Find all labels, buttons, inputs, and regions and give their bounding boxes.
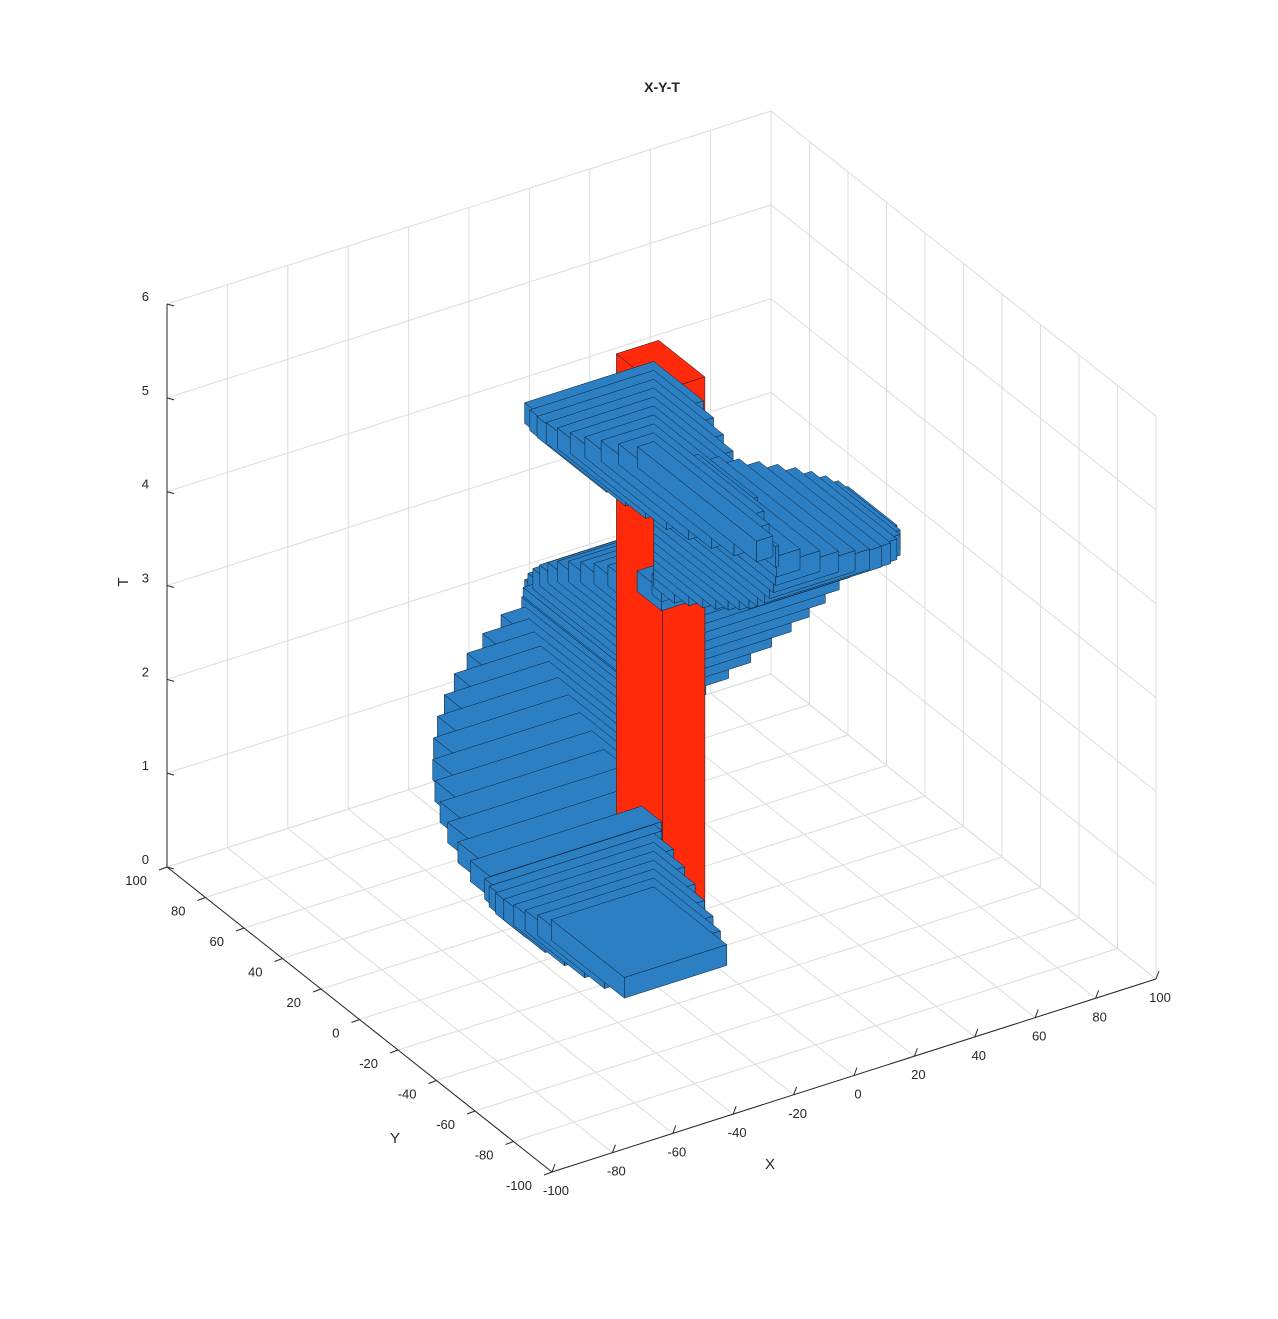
grid-line xyxy=(166,298,772,493)
z-tick-label: 6 xyxy=(142,289,149,304)
y-axis-label: Y xyxy=(390,1130,400,1147)
y-tick-label: -80 xyxy=(475,1148,494,1163)
x-tick-mark xyxy=(732,1105,737,1115)
x-tick-label: 80 xyxy=(1092,1009,1106,1024)
grid-line xyxy=(513,948,1118,1142)
y-tick-mark xyxy=(351,1019,360,1023)
y-tick-mark xyxy=(505,1141,514,1145)
y-tick-mark xyxy=(158,866,168,871)
x-tick-mark xyxy=(1034,1009,1039,1018)
z-tick-mark xyxy=(166,303,175,307)
y-tick-label: -40 xyxy=(398,1087,417,1102)
z-tick-mark xyxy=(166,772,175,776)
grid-line xyxy=(770,579,1157,886)
z-tick-mark xyxy=(166,866,175,870)
voxel-face xyxy=(775,545,779,568)
voxel-face xyxy=(615,340,706,391)
grid-line xyxy=(770,204,1157,511)
x-tick-label: 100 xyxy=(1149,990,1171,1005)
y-tick-mark xyxy=(543,1171,553,1176)
y-tick-label: 60 xyxy=(210,934,224,949)
y-tick-label: -100 xyxy=(506,1178,532,1193)
x-tick-label: -60 xyxy=(667,1144,686,1159)
x-tick-mark xyxy=(853,1067,858,1076)
voxel-face xyxy=(469,805,663,877)
x-axis-label: X xyxy=(765,1156,775,1173)
z-tick-mark xyxy=(166,491,175,495)
grid-line xyxy=(770,392,1157,698)
x-tick-mark xyxy=(974,1028,979,1038)
x-tick-mark xyxy=(551,1163,556,1173)
x-tick-label: -100 xyxy=(543,1183,569,1198)
y-tick-label: 80 xyxy=(171,904,185,919)
z-tick-mark xyxy=(166,397,175,401)
z-tick-label: 5 xyxy=(142,383,149,398)
z-tick-label: 2 xyxy=(142,664,149,679)
z-tick-mark xyxy=(166,678,175,682)
grid-line xyxy=(166,110,772,305)
x-tick-mark xyxy=(1095,990,1100,999)
y-tick-mark xyxy=(389,1049,399,1054)
grid-line xyxy=(770,298,1157,605)
grid-line xyxy=(770,673,1157,980)
y-tick-mark xyxy=(235,927,245,932)
y-tick-mark xyxy=(428,1080,437,1084)
x-tick-mark xyxy=(913,1048,918,1057)
x-tick-label: 20 xyxy=(911,1067,925,1082)
grid-line xyxy=(436,887,1041,1081)
y-tick-mark xyxy=(466,1110,476,1115)
voxel-blade xyxy=(636,441,774,563)
z-tick-label: 0 xyxy=(142,852,149,867)
y-tick-label: 40 xyxy=(248,965,262,980)
x-tick-label: 60 xyxy=(1032,1029,1046,1044)
voxel-shapes xyxy=(432,340,901,999)
y-tick-label: 0 xyxy=(332,1026,339,1041)
grid-line xyxy=(166,204,772,399)
x-tick-mark xyxy=(611,1144,616,1153)
y-tick-mark xyxy=(274,958,283,962)
y-tick-label: 100 xyxy=(125,873,147,888)
x-tick-mark xyxy=(793,1086,798,1095)
tick-labels: -100-80-60-40-20020406080100-100-80-60-4… xyxy=(125,289,1171,1198)
z-tick-label: 4 xyxy=(142,477,149,492)
x-tick-mark xyxy=(672,1125,677,1134)
grid-line xyxy=(474,917,1080,1112)
x-tick-label: -80 xyxy=(607,1164,626,1179)
x-tick-label: 0 xyxy=(854,1087,861,1102)
z-tick-mark xyxy=(166,585,175,588)
x-tick-label: -40 xyxy=(728,1125,747,1140)
voxel-blade xyxy=(550,886,728,999)
axes-layer xyxy=(158,303,1160,1176)
x-tick-label: 40 xyxy=(972,1048,986,1063)
y-tick-label: -60 xyxy=(436,1117,455,1132)
y-tick-label: -20 xyxy=(359,1056,378,1071)
chart-title: X-Y-T xyxy=(644,79,680,95)
x-tick-mark xyxy=(1155,970,1160,980)
z-axis-label: T xyxy=(115,577,132,586)
voxel-face xyxy=(550,886,728,978)
z-tick-label: 1 xyxy=(142,758,149,773)
y-tick-mark xyxy=(197,897,206,901)
x-tick-label: -20 xyxy=(788,1106,807,1121)
voxel-face xyxy=(636,441,774,542)
z-tick-label: 3 xyxy=(142,571,149,586)
y-tick-mark xyxy=(312,988,322,993)
y-tick-label: 20 xyxy=(287,995,301,1010)
grid-line xyxy=(770,110,1157,417)
